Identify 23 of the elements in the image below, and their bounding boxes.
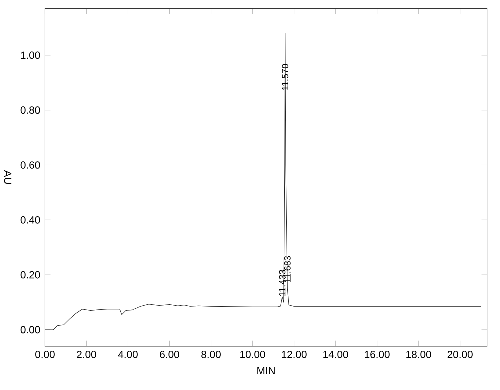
y-tick-label: 0.40 <box>20 216 40 224</box>
x-tick-label: 10.00 <box>240 350 266 358</box>
x-tick-label: 8.00 <box>202 350 221 358</box>
y-axis-title: AU <box>4 170 12 184</box>
y-tick-label: 0.80 <box>20 106 40 114</box>
x-tick-label: 18.00 <box>406 350 432 358</box>
x-tick-label: 0.00 <box>36 350 55 358</box>
annotation: 11.433 <box>279 270 286 296</box>
x-tick-label: 20.00 <box>448 350 473 358</box>
y-tick-label: 1.00 <box>21 52 40 59</box>
x-tick-label: 14.00 <box>324 350 348 358</box>
line-series <box>45 33 482 330</box>
x-tick-label: 12.00 <box>282 350 307 358</box>
x-axis-title: MIN <box>258 367 275 374</box>
x-tick-label: 2.00 <box>77 350 96 358</box>
x-tick-label: 4.00 <box>118 350 138 358</box>
y-tick-label: 0.60 <box>20 161 40 169</box>
annotation: 11.683 <box>284 256 291 282</box>
y-tick-label: 0.20 <box>20 271 40 279</box>
annotation: 11.570 <box>282 64 289 90</box>
x-tick-label: 16.00 <box>365 350 390 358</box>
y-tick-label: 0.00 <box>20 326 40 334</box>
x-tick-label: 6.00 <box>160 350 180 358</box>
